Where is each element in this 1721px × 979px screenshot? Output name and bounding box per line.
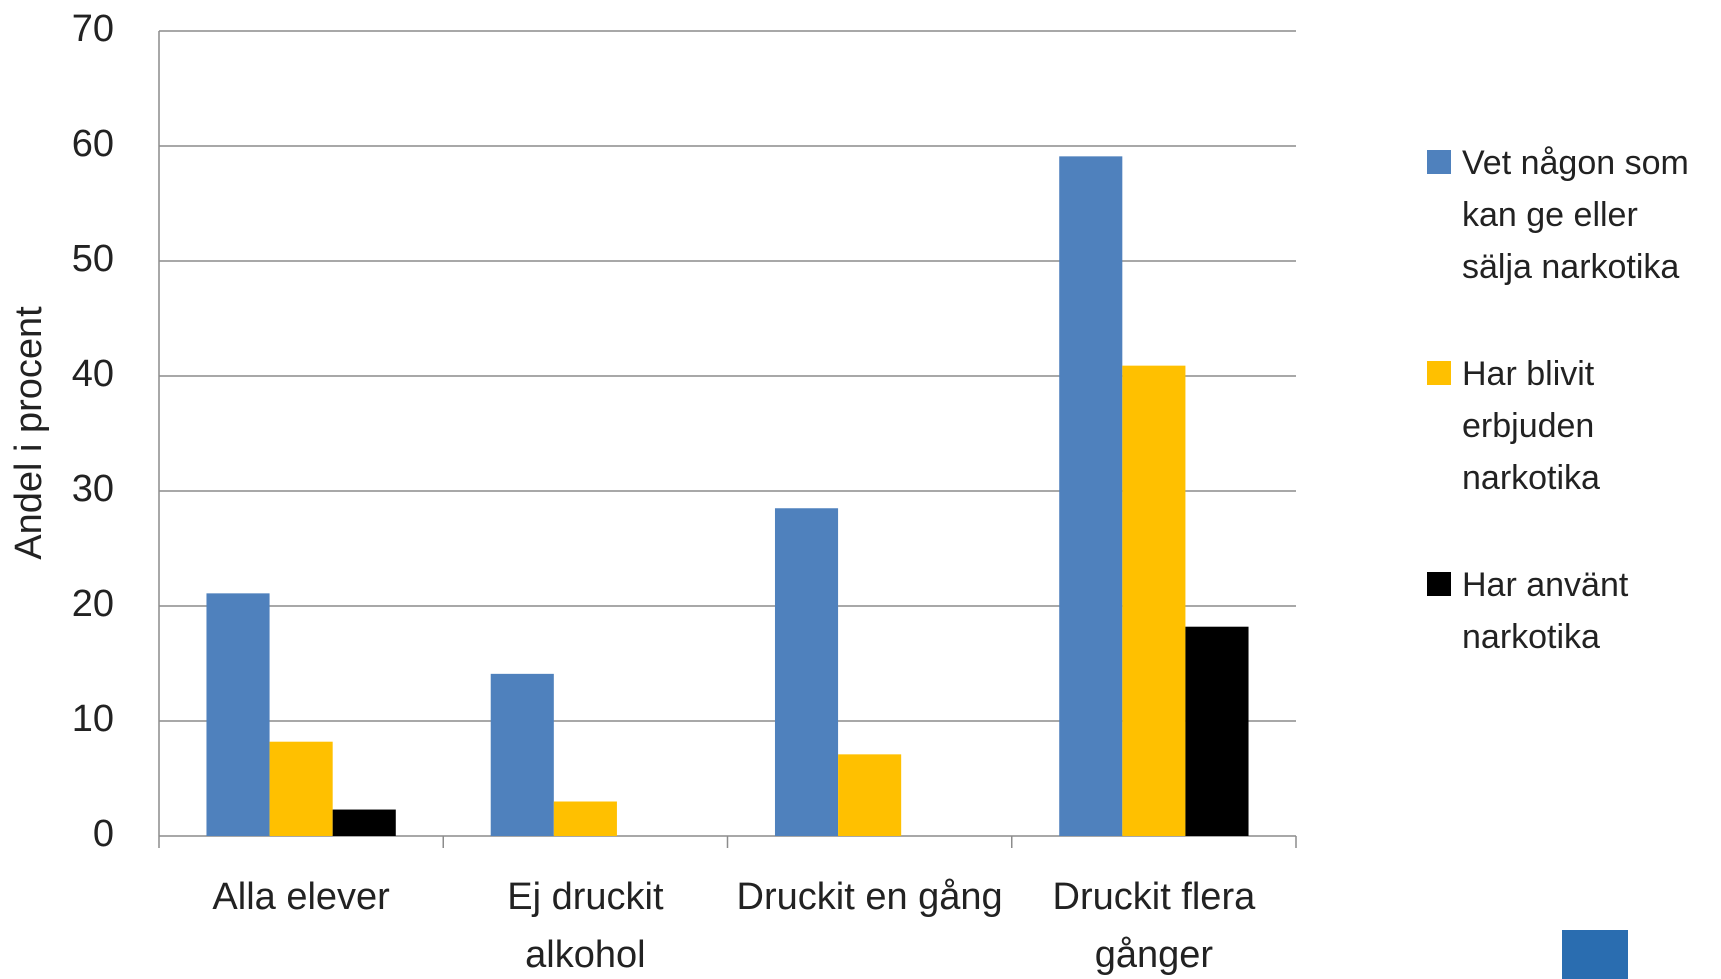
bar — [332, 809, 396, 836]
y-tick-label: 10 — [72, 698, 114, 740]
legend-swatch — [1427, 150, 1451, 174]
legend-label: Har blivit erbjuden narkotika — [1462, 355, 1600, 497]
bar — [206, 593, 270, 836]
x-tick-label: Ej druckit alkohol — [507, 876, 664, 976]
y-axis-title: Andel i procent — [8, 306, 50, 560]
bar — [1122, 365, 1186, 836]
bar — [1059, 156, 1123, 837]
y-tick-label: 60 — [72, 123, 114, 165]
bar — [774, 508, 839, 836]
bar — [838, 754, 902, 836]
legend-label: Har använt narkotika — [1462, 566, 1629, 656]
legend-swatch — [1427, 361, 1451, 385]
bar — [269, 741, 333, 836]
y-tick-label: 20 — [72, 583, 114, 625]
legend-label: Vet någon som kan ge eller sälja narkoti… — [1462, 144, 1689, 286]
bar — [1185, 626, 1249, 836]
y-tick-label: 70 — [72, 8, 114, 50]
x-tick-label: Alla elever — [212, 876, 390, 918]
bar — [553, 801, 617, 836]
bar — [490, 673, 554, 836]
y-tick-label: 40 — [72, 353, 114, 395]
legend-swatch — [1427, 572, 1451, 596]
x-tick-label: Druckit flera gånger — [1052, 876, 1256, 976]
y-tick-label: 50 — [72, 238, 114, 280]
y-tick-label: 0 — [93, 813, 114, 855]
logo — [1562, 930, 1628, 979]
y-tick-label: 30 — [72, 468, 114, 510]
x-tick-label: Druckit en gång — [736, 876, 1003, 918]
